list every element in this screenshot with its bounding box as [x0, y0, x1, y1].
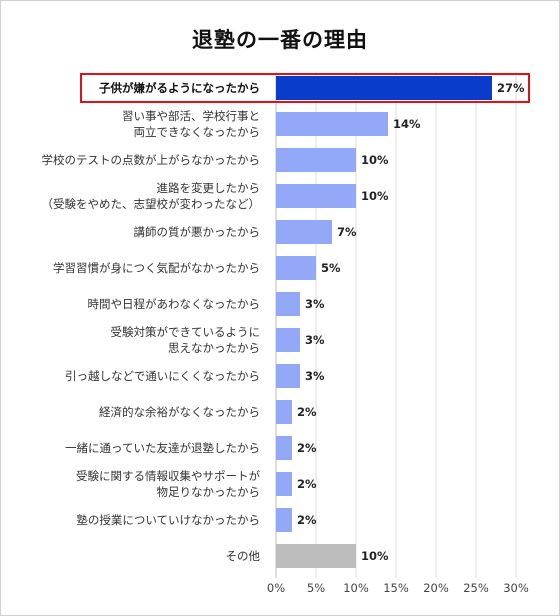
value-label: 10% [361, 189, 389, 203]
value-label: 7% [337, 225, 357, 239]
bar [276, 472, 292, 496]
bar [276, 364, 300, 388]
category-label: 受験対策ができているように [111, 325, 261, 339]
category-label: 学習習慣が身につく気配がなかったから [53, 261, 260, 275]
value-label: 3% [305, 369, 325, 383]
category-label: その他 [226, 549, 261, 563]
category-label: 塾の授業についていけなかったから [76, 513, 260, 527]
x-tick-label: 20% [423, 581, 449, 595]
bar [276, 508, 292, 532]
value-label: 3% [305, 333, 325, 347]
value-label: 2% [297, 513, 317, 527]
category-label: 思えなかったから [168, 341, 260, 355]
category-labels: 子供が嫌がるようになったから習い事や部活、学校行事と両立できなくなったから学校の… [42, 81, 261, 563]
bar [276, 292, 300, 316]
category-label: 引っ越しなどで通いにくくなったから [65, 369, 260, 383]
bar [276, 400, 292, 424]
category-label: 時間や日程があわなくなったから [88, 297, 261, 311]
bar [276, 328, 300, 352]
category-label: 一緒に通っていた友達が退塾したから [65, 441, 260, 455]
value-label: 27% [497, 81, 525, 95]
category-label: 物足りなかったから [157, 485, 261, 499]
x-axis-ticks: 0% 5% 10% 15% 20% 25% 30% [267, 581, 529, 595]
value-labels: 27% 14% 10% 10% 7% 5% 3% 3% 3% 2% 2% 2% 2% 10% [297, 81, 525, 563]
bar [276, 148, 356, 172]
bar [276, 220, 332, 244]
bar [276, 184, 356, 208]
x-tick-label: 0% [267, 581, 285, 595]
bar [276, 76, 492, 100]
category-label: （受験をやめた、志望校が変わったなど） [42, 197, 261, 211]
bar [276, 256, 316, 280]
category-label: 両立できなくなったから [134, 125, 261, 139]
value-label: 10% [361, 153, 389, 167]
chart-title: 退塾の一番の理由 [192, 28, 368, 52]
x-tick-label: 25% [463, 581, 489, 595]
category-label: 講師の質が悪かったから [134, 225, 261, 239]
bars [276, 76, 492, 568]
category-label: 子供が嫌がるようになったから [99, 81, 260, 95]
x-tick-label: 5% [307, 581, 325, 595]
value-label: 3% [305, 297, 325, 311]
x-tick-label: 10% [343, 581, 369, 595]
gridlines [275, 72, 517, 578]
bar [276, 436, 292, 460]
category-label: 学校のテストの点数が上がらなかったから [42, 153, 261, 167]
highlight-outline [80, 73, 530, 103]
x-tick-label: 15% [383, 581, 409, 595]
category-label: 経済的な余裕がなくなったから [99, 405, 260, 419]
value-label: 14% [393, 117, 421, 131]
value-label: 10% [361, 549, 389, 563]
bar [276, 544, 356, 568]
category-label: 受験に関する情報収集やサポートが [76, 469, 260, 483]
value-label: 2% [297, 405, 317, 419]
category-label: 習い事や部活、学校行事と [122, 109, 260, 123]
value-label: 2% [297, 477, 317, 491]
bar [276, 112, 388, 136]
value-label: 5% [321, 261, 341, 275]
value-label: 2% [297, 441, 317, 455]
highlight-box [80, 73, 530, 103]
x-tick-label: 30% [503, 581, 529, 595]
category-label: 進路を変更したから [157, 181, 261, 195]
